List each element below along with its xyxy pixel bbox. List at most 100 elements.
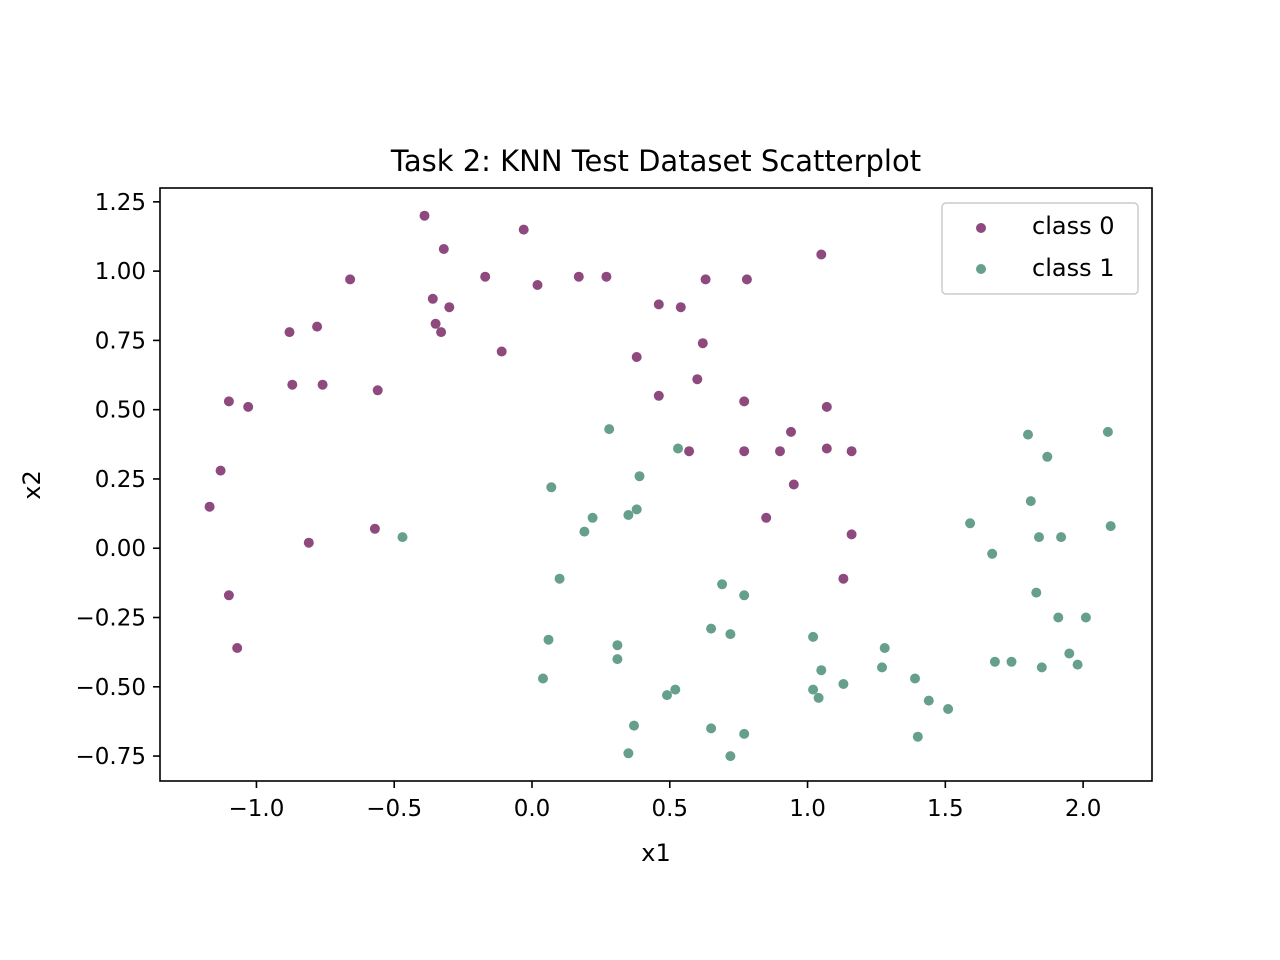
point-class-1-14 <box>612 654 623 665</box>
point-class-0-2 <box>518 224 529 235</box>
y-tick-label: −0.25 <box>76 606 146 632</box>
point-class-0-34 <box>739 446 750 457</box>
point-class-1-25 <box>879 643 890 653</box>
point-class-1-1 <box>604 424 615 435</box>
point-class-1-7 <box>623 510 634 520</box>
y-tick-label: −0.75 <box>76 744 146 770</box>
point-class-1-28 <box>623 748 634 759</box>
y-tick-label: 1.25 <box>95 190 146 216</box>
legend-box <box>941 202 1139 295</box>
point-class-0-18 <box>312 321 323 332</box>
point-class-0-6 <box>573 271 584 282</box>
point-class-0-19 <box>496 346 507 357</box>
point-class-1-24 <box>838 679 849 689</box>
point-class-1-8 <box>631 504 642 515</box>
point-class-0-5 <box>532 280 543 290</box>
point-class-0-7 <box>601 271 612 282</box>
point-class-0-30 <box>821 401 832 412</box>
point-class-0-42 <box>303 537 314 548</box>
x-tick-label: −0.5 <box>366 796 422 822</box>
point-class-1-29 <box>706 723 717 734</box>
point-class-0-3 <box>345 274 356 285</box>
point-class-1-9 <box>554 573 565 584</box>
x-axis-ticks: −1.0 −0.5 0.0 0.5 1.0 1.5 2.0 <box>229 781 1102 822</box>
point-class-0-24 <box>372 385 383 396</box>
point-class-0-12 <box>444 302 455 313</box>
point-class-1-46 <box>1053 612 1064 623</box>
point-class-1-22 <box>808 684 819 695</box>
point-class-1-4 <box>634 471 645 482</box>
point-class-1-27 <box>629 720 639 731</box>
point-class-0-31 <box>786 426 796 437</box>
point-class-1-11 <box>739 590 750 601</box>
chart-title: Task 2: KNN Test Dataset Scatterplot <box>390 144 921 178</box>
point-class-0-45 <box>223 590 234 601</box>
point-class-1-3 <box>546 482 557 493</box>
point-class-0-14 <box>675 302 686 313</box>
point-class-0-36 <box>821 443 832 454</box>
point-class-1-15 <box>706 623 717 634</box>
y-tick-label: 0.75 <box>95 328 146 354</box>
point-class-0-16 <box>436 327 447 338</box>
legend: class 0 class 1 <box>941 202 1139 295</box>
x-tick-label: 1.5 <box>927 796 964 822</box>
point-class-1-19 <box>662 690 672 701</box>
point-class-0-20 <box>631 352 642 362</box>
point-class-0-13 <box>653 299 664 310</box>
point-class-1-43 <box>1102 426 1113 437</box>
x-tick-label: 0.5 <box>651 796 688 822</box>
point-class-0-27 <box>223 396 234 407</box>
points-layer <box>204 210 1116 762</box>
point-class-0-0 <box>419 210 430 221</box>
x-tick-label: 1.0 <box>789 796 826 822</box>
point-class-1-44 <box>1105 521 1116 532</box>
point-class-1-17 <box>808 631 819 642</box>
point-class-0-40 <box>761 512 772 523</box>
point-class-1-12 <box>543 634 554 645</box>
point-class-1-0 <box>397 532 408 543</box>
y-tick-label: 0.50 <box>95 398 146 424</box>
legend-label-class-1: class 1 <box>1032 254 1114 282</box>
point-class-1-10 <box>717 579 728 590</box>
point-class-0-1 <box>438 244 449 254</box>
point-class-1-39 <box>1042 451 1053 462</box>
x-axis-label: x1 <box>641 839 670 867</box>
y-tick-label: 0.00 <box>95 536 146 562</box>
point-class-0-38 <box>204 501 215 512</box>
y-axis-label: x2 <box>18 470 46 499</box>
point-class-1-45 <box>1031 587 1042 598</box>
point-class-1-38 <box>1023 429 1033 440</box>
point-class-0-39 <box>788 479 799 490</box>
point-class-1-52 <box>1072 659 1083 670</box>
point-class-0-15 <box>430 318 441 329</box>
point-class-0-26 <box>653 390 664 401</box>
point-class-1-6 <box>587 512 598 523</box>
x-tick-label: 2.0 <box>1065 796 1102 822</box>
point-class-0-32 <box>215 465 226 476</box>
x-tick-label: −1.0 <box>229 796 285 822</box>
legend-marker-class-0 <box>976 223 986 233</box>
point-class-1-21 <box>816 665 827 676</box>
point-class-1-5 <box>579 526 590 537</box>
point-class-0-4 <box>480 271 491 282</box>
point-class-0-25 <box>692 374 703 385</box>
x-tick-label: 0.0 <box>514 796 551 822</box>
y-tick-label: 1.00 <box>95 259 146 285</box>
legend-label-class-0: class 0 <box>1032 212 1114 240</box>
point-class-1-13 <box>612 640 623 651</box>
point-class-1-2 <box>673 443 683 454</box>
point-class-0-41 <box>369 523 380 534</box>
point-class-0-8 <box>700 274 711 285</box>
point-class-1-20 <box>670 684 681 695</box>
point-class-1-51 <box>1064 648 1075 659</box>
point-class-1-34 <box>943 704 954 714</box>
point-class-1-33 <box>923 695 934 706</box>
point-class-1-40 <box>1025 496 1036 507</box>
point-class-1-26 <box>877 662 887 673</box>
point-class-1-49 <box>1006 656 1017 667</box>
point-class-0-43 <box>846 529 857 540</box>
point-class-1-41 <box>1034 532 1044 543</box>
point-class-0-22 <box>287 379 298 390</box>
point-class-1-31 <box>739 728 750 739</box>
